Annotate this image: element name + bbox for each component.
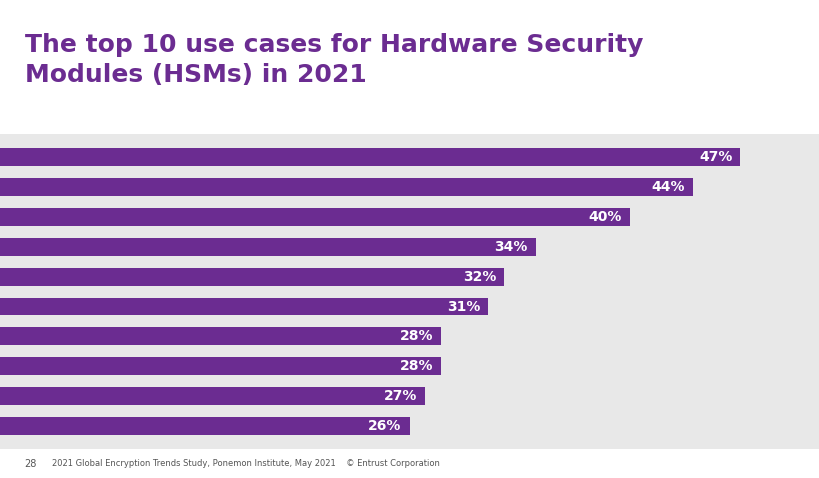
Text: 26%: 26% [369, 419, 401, 433]
Text: 32%: 32% [463, 270, 496, 283]
Text: 40%: 40% [589, 210, 622, 224]
Text: 44%: 44% [652, 180, 686, 194]
Bar [0, 327, 441, 345]
Bar [0, 178, 693, 196]
Bar [0, 358, 441, 375]
Bar [0, 208, 630, 226]
Text: 28: 28 [25, 459, 37, 468]
Bar [0, 387, 425, 405]
Bar [0, 297, 488, 315]
Text: 2021 Global Encryption Trends Study, Ponemon Institute, May 2021    © Entrust Co: 2021 Global Encryption Trends Study, Pon… [52, 459, 440, 468]
Text: The top 10 use cases for Hardware Security
Modules (HSMs) in 2021: The top 10 use cases for Hardware Securi… [25, 33, 643, 87]
Bar [0, 148, 740, 166]
Text: 28%: 28% [400, 359, 433, 373]
Bar [0, 268, 504, 286]
Bar [0, 417, 410, 435]
Text: 47%: 47% [699, 150, 732, 164]
Text: 31%: 31% [447, 300, 481, 314]
Text: 28%: 28% [400, 329, 433, 343]
Text: 27%: 27% [384, 389, 418, 403]
Text: 34%: 34% [494, 240, 527, 254]
Bar [0, 238, 536, 256]
